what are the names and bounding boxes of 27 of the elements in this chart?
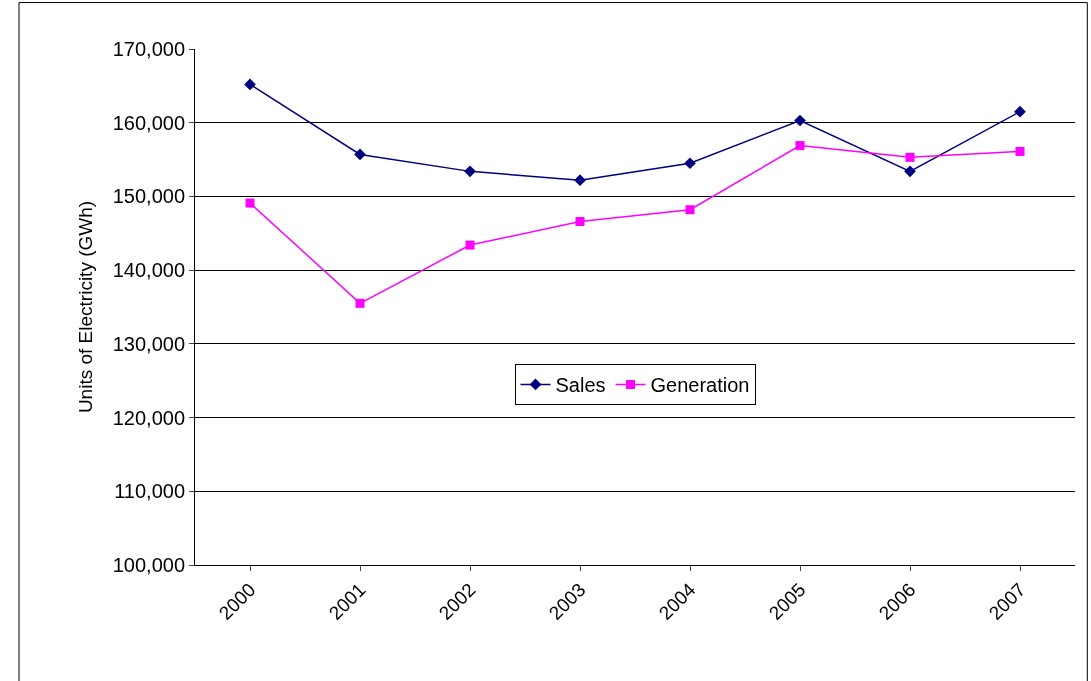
y-tick-label: 110,000 [114, 480, 185, 503]
point [245, 198, 255, 208]
point [1014, 105, 1026, 118]
point [685, 205, 695, 215]
point [795, 141, 805, 151]
point [465, 240, 475, 250]
point [905, 152, 915, 162]
point [464, 165, 476, 178]
point [574, 174, 586, 187]
y-tick-label: 170,000 [112, 38, 185, 60]
y-tick-label: 100,000 [112, 554, 185, 576]
point [1015, 146, 1025, 156]
legend-label: Generation [650, 374, 750, 397]
y-tick-label: 120,000 [112, 406, 185, 429]
legend-label: Sales [555, 374, 606, 397]
point [354, 148, 366, 161]
y-tick-label: 130,000 [112, 332, 185, 355]
y-axis-title: Units of Electricity (GWh) [74, 200, 96, 414]
y-tick-label: 160,000 [112, 111, 185, 134]
point [355, 298, 365, 308]
y-tick-label: 140,000 [112, 259, 185, 282]
point [244, 78, 256, 91]
point [684, 157, 696, 170]
point [794, 114, 806, 127]
y-tick-label: 150,000 [112, 185, 185, 208]
point [575, 216, 585, 226]
point [904, 165, 916, 178]
